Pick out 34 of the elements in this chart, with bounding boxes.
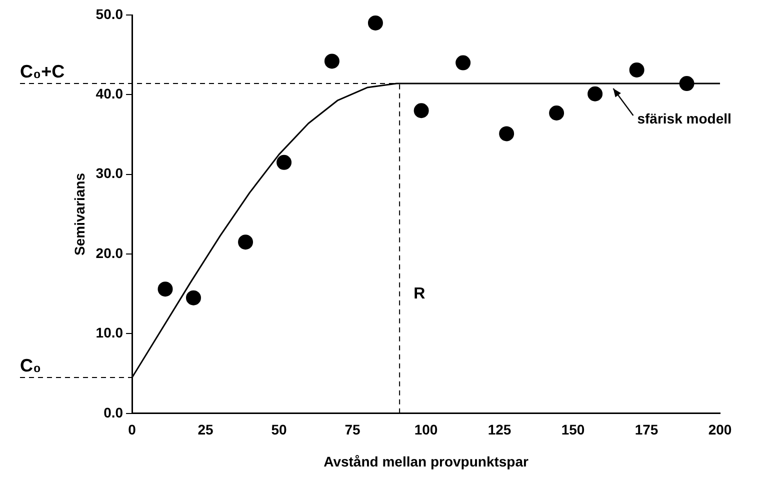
point	[549, 106, 564, 121]
ref-line-label: R	[414, 285, 426, 302]
point	[368, 15, 383, 30]
point	[324, 54, 340, 69]
y-tick-label: 40.0	[96, 86, 124, 102]
y-tick-label: 20.0	[96, 244, 124, 261]
annotation: sfärisk modell	[637, 110, 732, 126]
y-tick-label: 10.0	[96, 324, 124, 341]
x-tick-label: 200	[708, 422, 732, 438]
point	[414, 103, 429, 118]
y-tick-label: 0.0	[104, 404, 124, 420]
point	[276, 154, 292, 170]
point	[588, 86, 603, 102]
point	[456, 55, 471, 70]
x-tick-label: 175	[634, 422, 658, 438]
y-tick-label: 30.0	[96, 165, 124, 182]
x-tick-label: 0	[128, 422, 136, 438]
x-tick-label: 125	[488, 422, 512, 438]
point	[158, 282, 173, 297]
point	[679, 76, 694, 92]
point	[186, 290, 201, 306]
ref-line-label: C₀	[20, 356, 42, 376]
x-tick-label: 75	[344, 422, 361, 438]
point	[238, 234, 254, 250]
ref-line-label: C₀+C	[20, 61, 65, 82]
y-axis-title: Semivarians	[71, 172, 88, 256]
x-tick-label: 25	[198, 422, 214, 438]
x-axis-title: Avstånd mellan provpunktspar	[324, 453, 530, 470]
x-tick-label: 150	[561, 422, 585, 438]
point	[499, 126, 514, 142]
y-tick-label: 50.0	[96, 6, 124, 22]
x-tick-label: 100	[414, 422, 438, 438]
point	[629, 62, 644, 78]
x-tick-label: 50	[271, 422, 288, 438]
